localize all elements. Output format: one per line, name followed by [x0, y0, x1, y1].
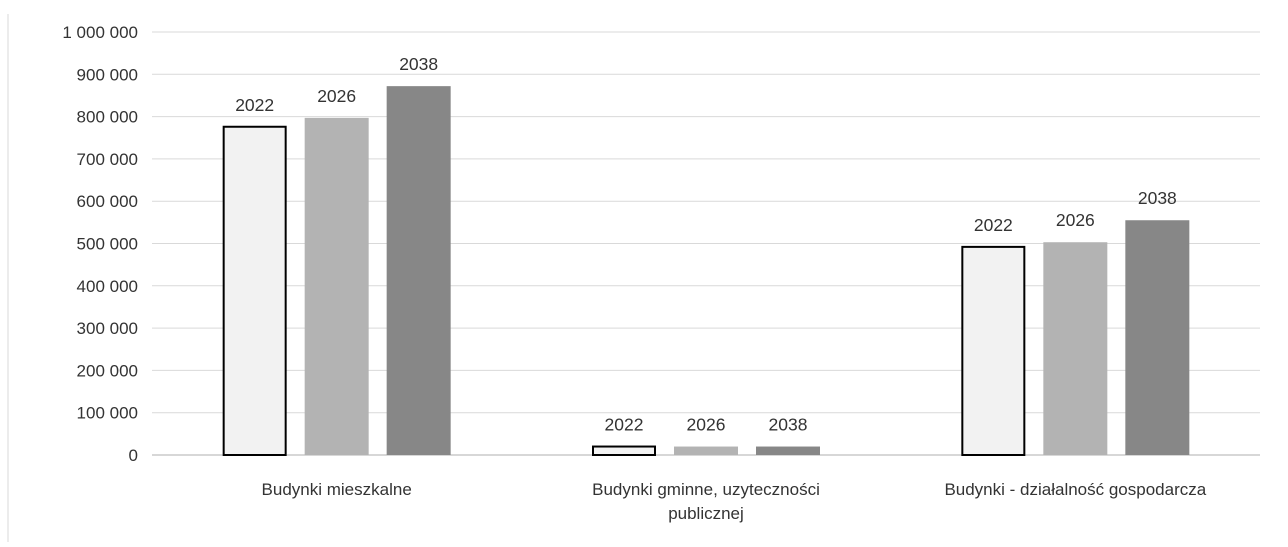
data-label: 2022 — [605, 415, 644, 435]
data-label: 2038 — [1138, 188, 1177, 208]
bar-2026-cat-1 — [674, 446, 738, 455]
bar-2022-cat-1 — [592, 445, 656, 457]
data-label: 2026 — [687, 415, 726, 435]
x-category-label: Budynki - działalność gospodarcza — [944, 480, 1206, 499]
data-label: 2026 — [1056, 210, 1095, 230]
y-tick-label: 1 000 000 — [62, 23, 138, 42]
y-tick-label: 0 — [129, 446, 138, 465]
data-label: 2038 — [399, 54, 438, 74]
x-category-label: publicznej — [668, 504, 744, 523]
data-labels: 2022 2026 2038 2022 2026 2038 2022 2026 2038 — [235, 54, 1177, 434]
y-tick-label: 600 000 — [77, 192, 138, 211]
data-label: 2026 — [317, 86, 356, 106]
y-tick-label: 300 000 — [77, 319, 138, 338]
bar-2026-cat-0 — [304, 117, 369, 455]
bar-2038-cat-1 — [756, 446, 820, 455]
bar-2022-cat-2 — [961, 245, 1026, 456]
bar-2038-cat-2 — [1125, 220, 1190, 455]
y-tick-label: 200 000 — [77, 361, 138, 380]
y-tick-label: 400 000 — [77, 277, 138, 296]
x-category-label: Budynki mieszkalne — [262, 480, 412, 499]
y-tick-label: 800 000 — [77, 108, 138, 127]
bar-2022-cat-0 — [222, 125, 287, 456]
bar-2038-cat-0 — [386, 86, 451, 456]
y-tick-label: 500 000 — [77, 235, 138, 254]
y-tick-label: 900 000 — [77, 65, 138, 84]
y-tick-label: 700 000 — [77, 150, 138, 169]
data-label: 2022 — [974, 215, 1013, 235]
data-label: 2022 — [235, 95, 274, 115]
bars — [222, 86, 1190, 457]
data-label: 2038 — [769, 415, 808, 435]
y-tick-label: 100 000 — [77, 404, 138, 423]
bar-2026-cat-2 — [1043, 242, 1108, 455]
x-category-label: Budynki gminne, uzyteczności — [592, 480, 820, 499]
